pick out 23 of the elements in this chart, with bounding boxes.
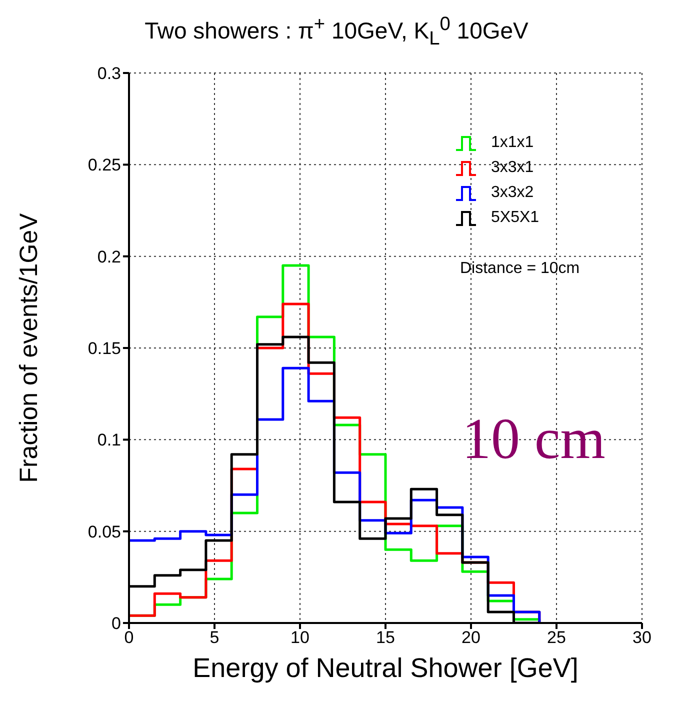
x-tick-label: 15 xyxy=(376,628,395,648)
y-tick-label: 0.25 xyxy=(88,156,121,175)
legend-label: 1x1x1 xyxy=(491,134,534,152)
y-tick-label: 0.1 xyxy=(97,430,121,450)
y-tick-label: 0.2 xyxy=(97,247,121,266)
y-tick-label: 0.15 xyxy=(88,339,121,358)
x-tick-label: 10 xyxy=(290,628,310,648)
y-tick-label: 0.3 xyxy=(97,64,121,84)
annotation: Distance = 10cm xyxy=(460,260,580,278)
x-tick-label: 5 xyxy=(210,628,220,648)
legend-label: 3x3x2 xyxy=(491,184,534,202)
y-tick-label: 0 xyxy=(112,614,121,634)
x-tick-label: 20 xyxy=(462,628,480,648)
legend-label: 3x3x1 xyxy=(491,158,534,176)
y-tick-label: 0.05 xyxy=(88,522,121,542)
y-axis-title: Fraction of events/1GeV xyxy=(14,212,43,483)
x-tick-label: 0 xyxy=(124,628,134,648)
chart-title: Two showers : π$^{+}$ 10GeV, K$_{L}$$^{0}$ 10GeV xyxy=(144,14,530,50)
legend-label: 5X5X1 xyxy=(491,208,540,226)
x-tick-label: 25 xyxy=(547,628,566,648)
x-axis-title: Energy of Neutral Shower [GeV] xyxy=(192,653,578,683)
annotation: 10 cm xyxy=(462,405,606,472)
x-tick-label: 30 xyxy=(632,628,652,648)
